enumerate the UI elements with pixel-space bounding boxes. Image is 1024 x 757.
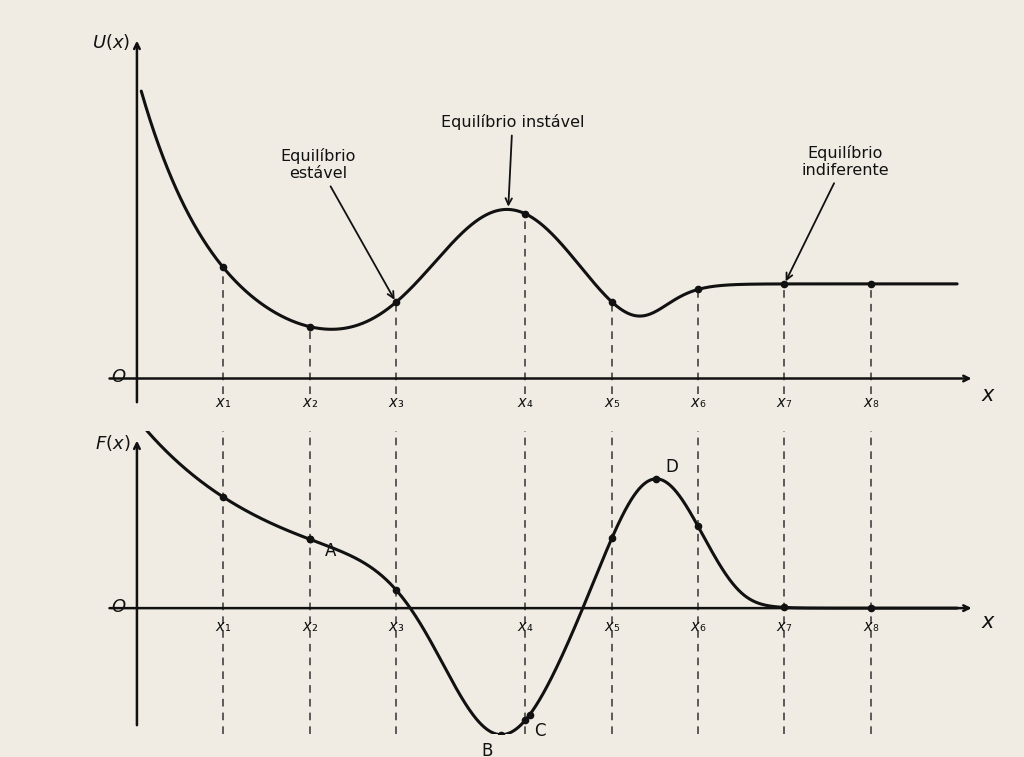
Text: $O$: $O$ xyxy=(112,598,127,616)
Text: $x₇$: $x₇$ xyxy=(776,619,793,634)
Text: Equilíbrio instável: Equilíbrio instável xyxy=(440,114,585,204)
Text: A: A xyxy=(326,542,337,560)
Text: $x₄$: $x₄$ xyxy=(517,395,534,410)
Text: $x$: $x$ xyxy=(981,612,996,632)
Text: Equilíbrio
indiferente: Equilíbrio indiferente xyxy=(786,145,889,279)
Text: $x₃$: $x₃$ xyxy=(388,619,404,634)
Text: $x₁$: $x₁$ xyxy=(215,619,231,634)
Text: $x₇$: $x₇$ xyxy=(776,395,793,410)
Text: C: C xyxy=(535,722,546,740)
Text: $x₈$: $x₈$ xyxy=(862,619,879,634)
Text: $x₂$: $x₂$ xyxy=(302,619,317,634)
Text: $x₄$: $x₄$ xyxy=(517,619,534,634)
Text: $x₆$: $x₆$ xyxy=(690,619,707,634)
Text: $x₅$: $x₅$ xyxy=(604,619,620,634)
Text: $U(x)$: $U(x)$ xyxy=(92,32,130,51)
Text: B: B xyxy=(481,743,493,757)
Text: $x₁$: $x₁$ xyxy=(215,395,231,410)
Text: Equilíbrio
estável: Equilíbrio estável xyxy=(281,148,393,298)
Text: $x₆$: $x₆$ xyxy=(690,395,707,410)
Text: $F(x)$: $F(x)$ xyxy=(94,433,130,453)
Text: $x₅$: $x₅$ xyxy=(604,395,620,410)
Text: $x₂$: $x₂$ xyxy=(302,395,317,410)
Text: $O$: $O$ xyxy=(112,368,127,386)
Text: $x₈$: $x₈$ xyxy=(862,395,879,410)
Text: $x₃$: $x₃$ xyxy=(388,395,404,410)
Text: D: D xyxy=(665,458,678,475)
Text: $x$: $x$ xyxy=(981,385,996,404)
